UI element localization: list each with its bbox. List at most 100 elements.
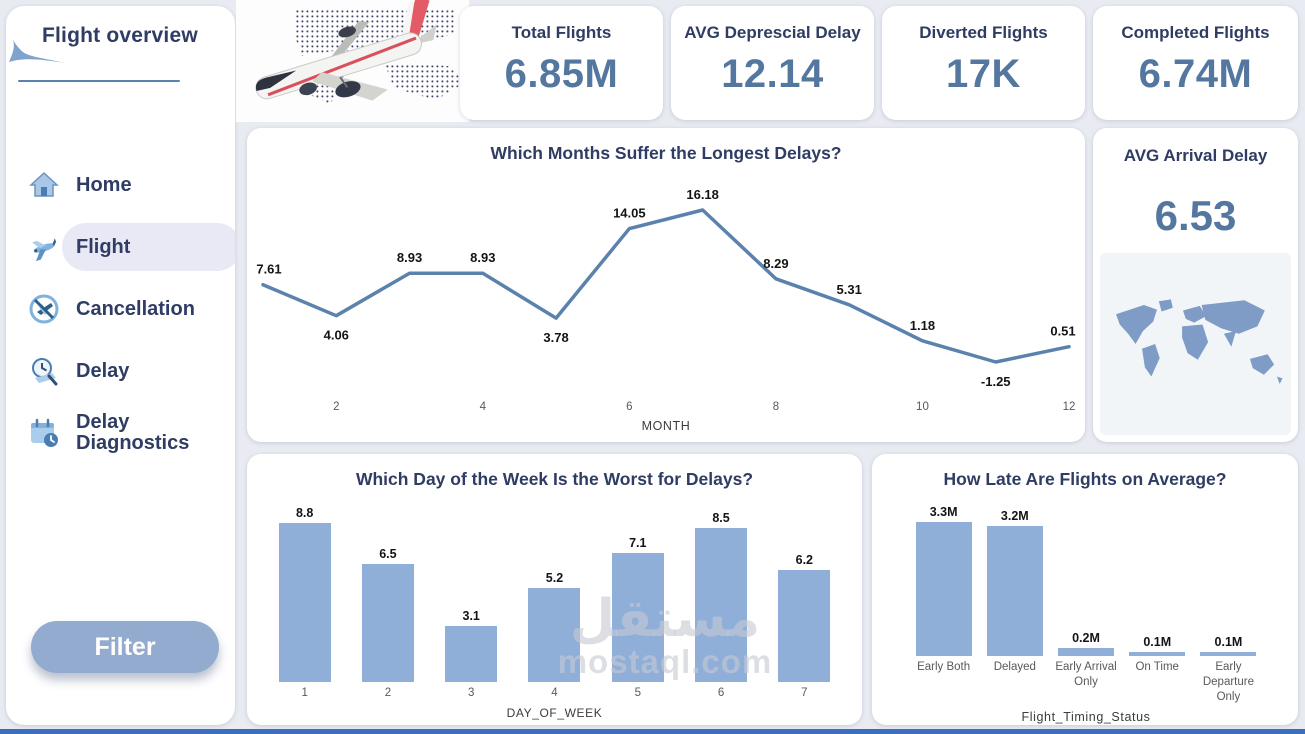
chart-title: How Late Are Flights on Average? (943, 469, 1227, 489)
sidebar-item-flight[interactable]: Flight (6, 216, 235, 278)
kpi-value: 12.14 (721, 52, 824, 96)
bar-value-label: 5.2 (545, 570, 564, 585)
bar[interactable] (1200, 651, 1257, 656)
bar-category-label: 2 (384, 687, 392, 699)
bar-column: 5.2 (513, 571, 596, 682)
data-point-label: 8.29 (763, 256, 788, 271)
x-axis-category-labels: Early Both Delayed Early Arrival Only On Ti… (908, 660, 1264, 705)
sidebar-item-delay-diagnostics[interactable]: Delay Diagnostics (6, 402, 235, 464)
bar-value-label: 0.1M (1214, 634, 1243, 649)
bar-value-label: 3.1 (462, 608, 480, 623)
bar-column: 8.5 (679, 511, 762, 682)
sidebar-item-label: Home (76, 173, 132, 196)
data-point-label: 0.51 (1050, 324, 1075, 339)
data-point-label: 4.06 (324, 328, 349, 343)
sidebar-item-label: Cancellation (76, 297, 195, 320)
bar-value-label: 8.5 (712, 511, 730, 526)
home-icon (28, 169, 60, 201)
app-title: Flight overview (42, 24, 198, 47)
bar-column: 3.2M (979, 509, 1050, 656)
kpi-avg-departure-delay: AVG Deprescial Delay 12.14 (671, 6, 874, 120)
sidebar-nav: Home Flight Cancellation (6, 154, 235, 464)
bar-value-label: 6.2 (795, 552, 814, 567)
no-flight-icon (28, 293, 60, 325)
data-point-label: 16.18 (686, 187, 719, 202)
bar-category-label: 3 (468, 687, 475, 699)
bottom-accent-strip (0, 729, 1305, 734)
airplane-illustration (255, 0, 437, 101)
clock-delay-icon (28, 355, 60, 387)
x-axis-category-labels: 1 2 3 4 5 6 7 (263, 686, 846, 701)
line-series[interactable] (261, 208, 1071, 364)
bar-column: 7.1 (596, 536, 679, 682)
bar-category-label: On Time (1135, 661, 1179, 673)
filter-button[interactable]: Filter (31, 621, 219, 673)
kpi-label: AVG Deprescial Delay (684, 23, 861, 42)
data-point-label: 8.93 (470, 250, 495, 265)
weekday-delays-bar-chart[interactable]: Which Day of the Week Is the Worst for D… (247, 454, 862, 725)
x-axis-title: MONTH (642, 419, 691, 433)
bar[interactable] (528, 587, 581, 682)
data-point-label: 1.18 (910, 318, 935, 333)
bar-category-label: 7 (801, 687, 808, 699)
bar-column: 3.3M (908, 505, 979, 656)
bar[interactable] (695, 528, 748, 682)
airplane-hero-image (236, 0, 469, 122)
calendar-clock-icon (28, 417, 60, 449)
data-point-label: 8.93 (397, 250, 422, 265)
sidebar: Flight overview Home Flight (6, 6, 235, 725)
sidebar-item-label: Delay Diagnostics (76, 411, 190, 454)
bar-category-label: Early Arrival Only (1055, 661, 1117, 688)
kpi-value: 6.53 (1154, 192, 1237, 239)
x-tick-label: 6 (626, 401, 632, 413)
monthly-delays-line-chart[interactable]: Which Months Suffer the Longest Delays? … (247, 128, 1085, 442)
kpi-total-flights: Total Flights 6.85M (460, 6, 663, 120)
bar-column: 6.2 (763, 553, 846, 682)
x-tick-label: 12 (1063, 401, 1076, 413)
bar[interactable] (278, 522, 331, 682)
kpi-label: Total Flights (511, 23, 612, 42)
bar-column: 0.1M (1122, 635, 1193, 656)
bar[interactable] (1129, 651, 1186, 656)
bar[interactable] (915, 522, 972, 656)
sidebar-item-delay[interactable]: Delay (6, 340, 235, 402)
bar[interactable] (445, 625, 498, 682)
bar[interactable] (778, 569, 831, 682)
x-tick-label: 4 (480, 401, 487, 413)
x-axis-title: DAY_OF_WEEK (506, 705, 603, 720)
bar-category-label: Early Both (917, 661, 971, 673)
kpi-value: 6.74M (1138, 52, 1253, 96)
brand: Flight overview (6, 6, 235, 98)
chart-title: Which Months Suffer the Longest Delays? (490, 143, 842, 163)
bar-value-label: 3.3M (929, 505, 958, 520)
bar[interactable] (611, 553, 664, 682)
airplane-wing-logo-icon (8, 39, 66, 64)
kpi-diverted-flights: Diverted Flights 17K (882, 6, 1085, 120)
bar-value-label: 3.2M (1000, 509, 1029, 524)
bar-category-label: Early Departure Only (1202, 661, 1254, 703)
sidebar-item-home[interactable]: Home (6, 154, 235, 216)
kpi-label: Diverted Flights (919, 23, 1048, 42)
data-point-label: 3.78 (543, 330, 568, 345)
bar-plot: 8.8 6.5 3.1 5.2 7.1 8.5 6.2 (263, 496, 846, 682)
bar[interactable] (361, 564, 414, 682)
line-chart-plot[interactable]: 7.61 4.06 8.93 8.93 3.78 14.05 16.18 8.29 5.31 1.… (247, 164, 1085, 436)
x-axis-title: Flight_Timing_Status (1021, 709, 1151, 724)
bar-column: 6.5 (346, 547, 429, 682)
kpi-label: AVG Arrival Delay (1123, 146, 1268, 165)
timing-status-bar-chart[interactable]: How Late Are Flights on Average? 3.3M 3.2… (872, 454, 1298, 725)
world-map (1100, 253, 1291, 435)
data-point-label: -1.25 (981, 374, 1011, 389)
sidebar-item-cancellation[interactable]: Cancellation (6, 278, 235, 340)
data-point-label: 14.05 (613, 206, 646, 221)
bar-column: 3.1 (430, 609, 513, 682)
data-point-label: 7.61 (256, 262, 281, 277)
bar-value-label: 0.1M (1143, 634, 1172, 649)
bar[interactable] (1058, 647, 1114, 656)
bar-category-label: 6 (717, 687, 725, 699)
bar-value-label: 0.2M (1072, 630, 1100, 645)
bar-value-label: 8.8 (295, 505, 314, 520)
bar-plot: 3.3M 3.2M 0.2M 0.1M 0.1M (908, 496, 1264, 656)
bar[interactable] (986, 526, 1043, 656)
kpi-label: Completed Flights (1121, 23, 1270, 42)
